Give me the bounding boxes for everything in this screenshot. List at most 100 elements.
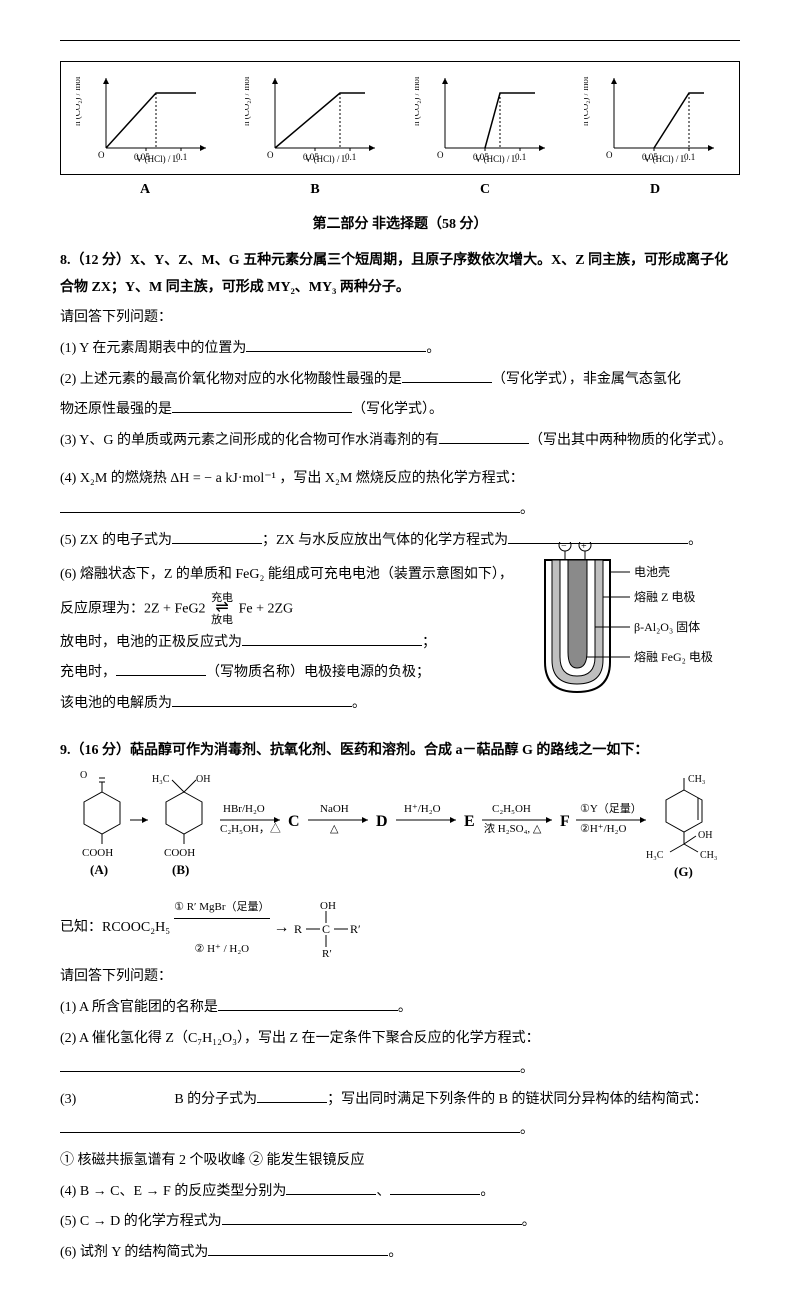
page-header-rule [60, 40, 740, 41]
svg-text:C₂H₅OH，△: C₂H₅OH，△ [220, 822, 281, 835]
svg-text:n (CO₂) / mol: n (CO₂) / mol [245, 76, 251, 126]
svg-text:O: O [80, 770, 87, 781]
svg-text:O: O [437, 150, 444, 160]
blank [390, 1180, 480, 1195]
svg-text:D: D [376, 813, 388, 830]
svg-text:OH: OH [320, 901, 336, 912]
svg-text:②H⁺/H₂O: ②H⁺/H₂O [580, 823, 626, 835]
blank [172, 529, 262, 544]
svg-text:0.05: 0.05 [473, 152, 489, 162]
q9-3c: ① 核磁共振氢谱有 2 个吸收峰 ② 能发生银镜反应 [60, 1148, 740, 1175]
q9-2: (2) A 催化氢化得 Z（C₇H₁₂O₃），写出 Z 在一定条件下聚合反应的化… [60, 1031, 540, 1046]
graph-a: n (CO₂) / mol V (HCl) / L O 0.05 0.1 [61, 68, 231, 168]
blank [218, 996, 398, 1011]
section2-title: 第二部分 非选择题（58 分） [60, 212, 740, 239]
svg-text:0.1: 0.1 [515, 152, 526, 162]
svg-text:0.1: 0.1 [176, 152, 187, 162]
svg-text:0.1: 0.1 [684, 152, 695, 162]
cell-feg-label: 熔融 FeG₂ 电极 [634, 649, 713, 664]
svg-text:0.05: 0.05 [642, 152, 658, 162]
q8-6e: 该电池的电解质为 [60, 696, 172, 711]
blank [172, 398, 352, 413]
battery-diagram: − + 电池壳 熔融 Z 电极 β-Al₂O₃ 固体 熔融 FeG₂ 电极 [530, 542, 730, 702]
svg-text:O: O [606, 150, 613, 160]
q8-5a: (5) ZX 的电子式为 [60, 533, 172, 548]
q8-eq-left: 反应原理为：2Z + FeG2 [60, 601, 206, 616]
graph-b: n (CO₂) / mol V (HCl) / L O 0.05 0.1 [231, 68, 401, 168]
q9-1: (1) A 所含官能团的名称是 [60, 1000, 218, 1015]
q8-6d-tail: （写物质名称）电极接电源的负极； [206, 665, 430, 680]
q8-2a-tail: （写化学式），非金属气态氢化 [492, 372, 681, 387]
rev-arrow: 充电 ⇌ 放电 [211, 593, 233, 626]
q9-4: (4) B → C、E → F 的反应类型分别为 [60, 1184, 286, 1199]
svg-text:R′: R′ [322, 948, 332, 957]
blank [242, 631, 422, 646]
svg-text:H₃C: H₃C [646, 850, 664, 861]
svg-text:OH: OH [196, 774, 210, 785]
blank [508, 529, 688, 544]
blank [60, 498, 520, 513]
svg-text:CH₃: CH₃ [700, 850, 717, 861]
cell-solid-label: β-Al₂O₃ 固体 [634, 620, 700, 634]
svg-text:n (CO₂) / mol: n (CO₂) / mol [415, 76, 421, 126]
q8-2b: 物还原性最强的是 [60, 402, 172, 417]
svg-text:HBr/H₂O: HBr/H₂O [223, 803, 265, 815]
label-d: D [570, 177, 740, 204]
q9-3a: (3) B 的分子式为 [60, 1092, 257, 1107]
q8-3: (3) Y、G 的单质或两元素之间形成的化合物可作水消毒剂的有 [60, 433, 439, 448]
svg-text:H⁺/H₂O: H⁺/H₂O [404, 803, 441, 815]
blank [222, 1210, 522, 1225]
svg-text:(B): (B) [172, 862, 189, 877]
svg-text:0.1: 0.1 [345, 152, 356, 162]
q8-2b-tail: （写化学式）。 [352, 402, 443, 417]
svg-text:H₃C: H₃C [152, 774, 170, 785]
svg-text:R: R [294, 922, 302, 936]
label-b: B [230, 177, 400, 204]
blank [257, 1088, 327, 1103]
known-product: R C OH R′ R′ [294, 901, 374, 957]
q8-6c: 放电时，电池的正极反应式为 [60, 635, 242, 650]
blank [172, 692, 352, 707]
svg-text:F: F [560, 813, 570, 830]
svg-text:(G): (G) [674, 864, 693, 879]
svg-text:浓 H₂SO₄, △: 浓 H₂SO₄, △ [484, 822, 542, 835]
blank [286, 1180, 376, 1195]
svg-text:E: E [464, 813, 475, 830]
blank [116, 661, 206, 676]
q9-5: (5) C → D 的化学方程式为 [60, 1214, 222, 1229]
svg-text:△: △ [330, 823, 339, 835]
svg-text:C: C [322, 922, 330, 936]
svg-text:(A): (A) [90, 862, 108, 877]
blank [246, 337, 426, 352]
synthesis-route: O COOH (A) H₃C OH COOH (B) HBr/H₂O C₂H₅O… [60, 770, 740, 891]
svg-text:C₂H₅OH: C₂H₅OH [492, 803, 531, 815]
label-a: A [60, 177, 230, 204]
q8-6d: 充电时， [60, 665, 116, 680]
q8-1: (1) Y 在元素周期表中的位置为 [60, 341, 246, 356]
blank [208, 1241, 388, 1256]
blank [60, 1057, 520, 1072]
svg-text:R′: R′ [350, 922, 361, 936]
svg-text:OH: OH [698, 830, 712, 841]
graph-c: n (CO₂) / mol V (HCl) / L O 0.05 0.1 [400, 68, 570, 168]
svg-text:COOH: COOH [82, 847, 113, 859]
svg-text:O: O [267, 150, 274, 160]
q9-prompt: 请回答下列问题： [60, 964, 740, 991]
graph-d: n (CO₂) / mol V (HCl) / L O 0.05 0.1 [570, 68, 740, 168]
q8-3-tail: （写出其中两种物质的化学式）。 [529, 433, 732, 448]
q9-header: 9.（16 分）萜品醇可作为消毒剂、抗氧化剂、医药和溶剂。合成 a－萜品醇 G … [60, 743, 648, 758]
q9-3b: ；写出同时满足下列条件的 B 的链状同分异构体的结构简式： [327, 1092, 707, 1107]
y-axis-label: n (CO₂) / mol [76, 76, 82, 126]
q9-known: 已知：RCOOC₂H₅ ① R′ MgBr（足量） ② H⁺ / H₂O → R… [60, 897, 740, 961]
q8-2a: (2) 上述元素的最高价氧化物对应的水化物酸性最强的是 [60, 372, 402, 387]
graph-labels: A B C D [60, 177, 740, 204]
q8-eq-right: Fe + 2ZG [239, 601, 294, 616]
q8-4: (4) X₂M 的燃烧热 ΔH = − a kJ·mol⁻¹ ，写出 X₂M 燃… [60, 471, 524, 486]
q8-header: 8.（12 分）X、Y、Z、M、G 五种元素分属三个短周期，且原子序数依次增大。… [60, 253, 728, 295]
cell-shell-label: 电池壳 [634, 565, 670, 579]
graph-grid: n (CO₂) / mol V (HCl) / L O 0.05 0.1 n (… [60, 61, 740, 175]
svg-text:COOH: COOH [164, 847, 195, 859]
svg-text:C: C [288, 813, 300, 830]
blank [439, 429, 529, 444]
cell-z-label: 熔融 Z 电极 [634, 589, 695, 604]
